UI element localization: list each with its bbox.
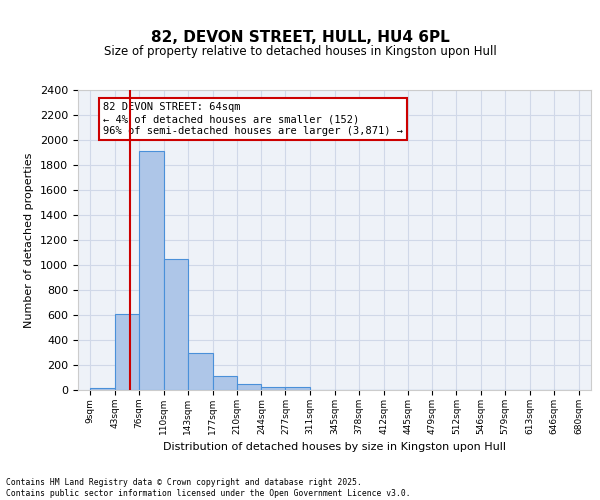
X-axis label: Distribution of detached houses by size in Kingston upon Hull: Distribution of detached houses by size … <box>163 442 506 452</box>
Text: Contains HM Land Registry data © Crown copyright and database right 2025.
Contai: Contains HM Land Registry data © Crown c… <box>6 478 410 498</box>
Bar <box>262 387 286 390</box>
Bar <box>164 260 188 390</box>
Text: 82 DEVON STREET: 64sqm
← 4% of detached houses are smaller (152)
96% of semi-det: 82 DEVON STREET: 64sqm ← 4% of detached … <box>103 102 403 136</box>
Y-axis label: Number of detached properties: Number of detached properties <box>25 152 34 328</box>
Text: 82, DEVON STREET, HULL, HU4 6PL: 82, DEVON STREET, HULL, HU4 6PL <box>151 30 449 45</box>
Bar <box>91 388 115 390</box>
Bar <box>212 376 236 390</box>
Text: Size of property relative to detached houses in Kingston upon Hull: Size of property relative to detached ho… <box>104 45 496 58</box>
Bar <box>236 384 262 390</box>
Bar <box>115 314 139 390</box>
Bar <box>139 151 164 390</box>
Bar <box>188 353 212 390</box>
Bar <box>286 387 310 390</box>
